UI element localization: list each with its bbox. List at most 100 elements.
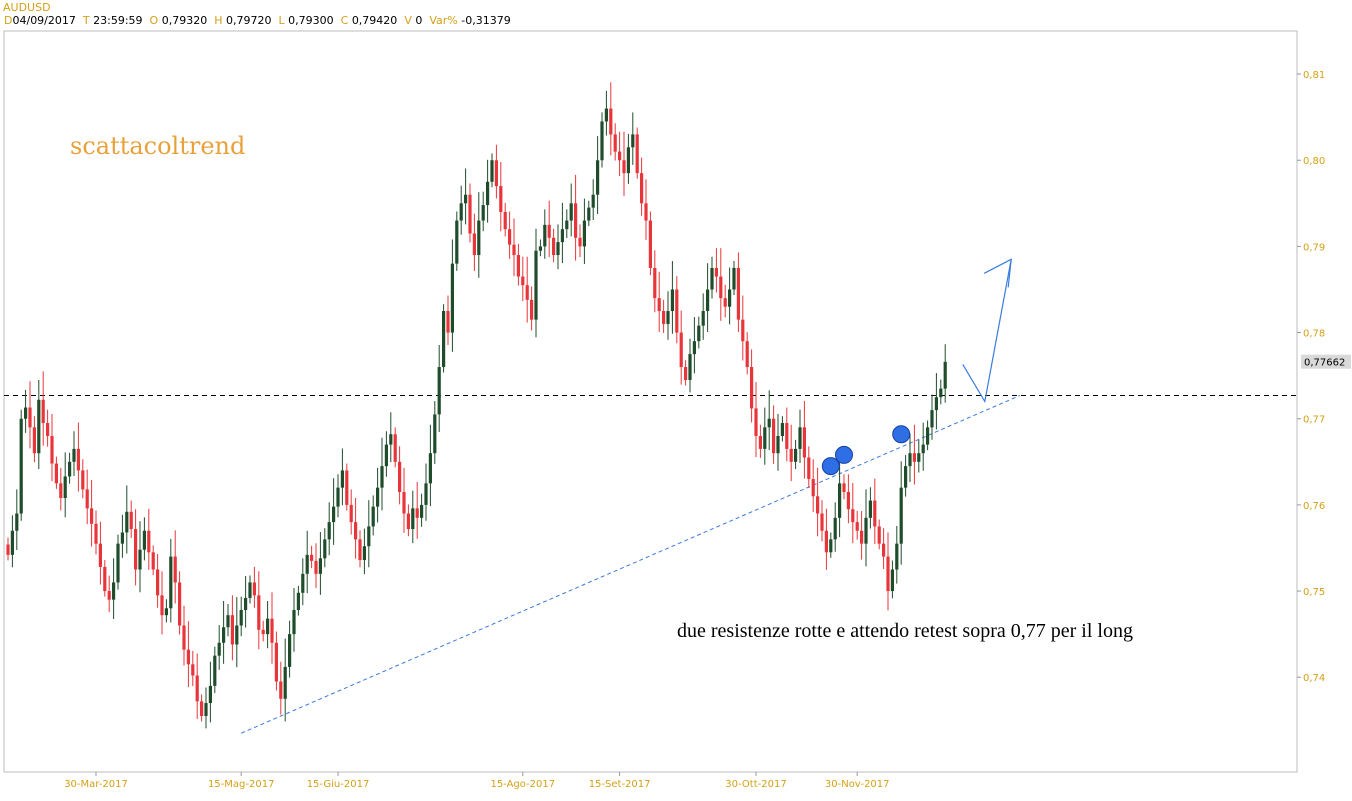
- candle-body: [310, 554, 314, 561]
- candle: [367, 500, 371, 568]
- retest-marker: [892, 425, 911, 444]
- candle: [798, 409, 802, 464]
- x-tick-label: 15-Giu-2017: [307, 779, 370, 790]
- candle-body: [692, 341, 696, 355]
- candle: [120, 514, 124, 558]
- candle: [314, 543, 318, 588]
- candle: [741, 295, 745, 361]
- candle-body: [358, 539, 362, 561]
- ohlc-info-bar: D04/09/2017 T 23:59:59 O 0,79320 H 0,797…: [4, 14, 511, 27]
- candle-body: [257, 595, 261, 630]
- candle-body: [877, 526, 881, 544]
- candle: [464, 168, 468, 225]
- candle: [384, 431, 388, 477]
- candle-body: [116, 543, 120, 583]
- candle-body: [684, 367, 688, 380]
- candle: [908, 433, 912, 482]
- y-tick-label: 0,80: [1303, 156, 1325, 167]
- candle-body: [90, 508, 94, 524]
- candle: [776, 413, 780, 471]
- candle: [208, 661, 212, 723]
- candle: [402, 467, 406, 533]
- candle: [32, 416, 36, 463]
- candle-body: [943, 361, 947, 389]
- candle-body: [362, 546, 366, 561]
- candle-body: [565, 220, 569, 230]
- candle: [459, 185, 463, 235]
- candle: [406, 504, 410, 537]
- low-value: 0,79300: [288, 14, 334, 27]
- candles: [6, 82, 947, 729]
- open-value: 0,79320: [161, 14, 208, 27]
- candle: [340, 448, 344, 506]
- candle: [213, 646, 217, 694]
- candle: [785, 407, 789, 462]
- candle-body: [248, 582, 252, 598]
- candle-body: [543, 224, 547, 247]
- candle-body: [296, 592, 300, 611]
- candle-body: [860, 530, 864, 544]
- candle-body: [156, 569, 160, 596]
- y-tick-label: 0,81: [1303, 70, 1325, 81]
- axes: 0,74 0,75 0,76 0,77 0,78 0,79 0,80 0,81 30-Mar-2…: [64, 70, 1351, 790]
- candle-body: [345, 470, 349, 505]
- candle: [921, 422, 925, 471]
- candle-body: [472, 233, 476, 256]
- candle: [169, 538, 173, 623]
- candle: [736, 252, 740, 333]
- candle-body: [41, 399, 45, 424]
- candle: [371, 495, 375, 536]
- candle: [864, 489, 868, 567]
- candle: [160, 571, 164, 635]
- candle: [323, 528, 327, 568]
- candle-body: [402, 491, 406, 514]
- candle-body: [68, 461, 72, 477]
- candle-body: [569, 203, 573, 221]
- candle-body: [283, 666, 287, 699]
- candle: [239, 596, 243, 637]
- candle-body: [94, 523, 98, 544]
- candle: [261, 620, 265, 642]
- x-tick-label: 30-Mar-2017: [64, 779, 128, 790]
- candle: [719, 248, 723, 321]
- candle-body: [697, 325, 701, 342]
- candle: [895, 526, 899, 584]
- candle: [76, 422, 80, 492]
- var-key: Var%: [429, 14, 458, 27]
- candle-body: [587, 207, 591, 221]
- candle: [156, 554, 160, 608]
- candle-body: [424, 483, 428, 505]
- candle: [332, 478, 336, 545]
- candle: [134, 509, 138, 586]
- candle: [912, 424, 916, 485]
- markers: [821, 425, 911, 476]
- candle-body: [666, 311, 670, 324]
- candle: [129, 500, 133, 538]
- candle-body: [578, 237, 582, 247]
- candle: [68, 452, 72, 484]
- candle-body: [446, 311, 450, 333]
- watermark-text: scattacoltrend: [70, 132, 246, 160]
- candle-body: [450, 263, 454, 333]
- candle: [943, 344, 947, 403]
- candle-body: [406, 513, 410, 530]
- annotation-note: due resistenze rotte e attendo retest so…: [677, 620, 1133, 642]
- candle-body: [556, 242, 560, 256]
- candle-body: [917, 453, 921, 462]
- candle: [820, 500, 824, 542]
- candle-body: [934, 397, 938, 411]
- candle: [310, 545, 314, 569]
- candle-body: [736, 267, 740, 320]
- candle-body: [15, 513, 19, 531]
- candle: [248, 575, 252, 604]
- candle: [560, 202, 564, 264]
- candle: [230, 595, 234, 661]
- candle-body: [820, 513, 824, 531]
- candle: [389, 412, 393, 463]
- candle: [688, 338, 692, 393]
- candle-body: [521, 276, 525, 286]
- plot-frame: [3, 30, 1298, 773]
- candle-body: [723, 298, 727, 307]
- candle-body: [868, 500, 872, 518]
- candle-body: [151, 552, 155, 570]
